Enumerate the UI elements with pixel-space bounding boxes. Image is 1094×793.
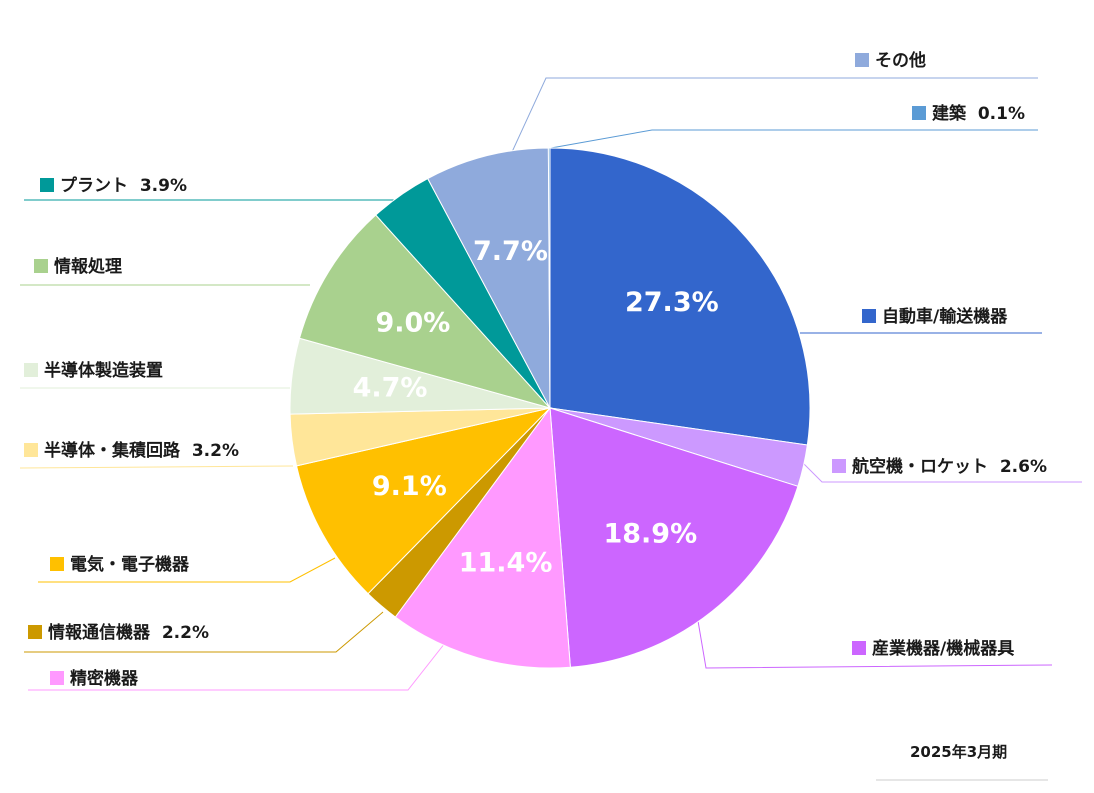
slice-8: [298, 214, 552, 409]
slice-3: [394, 406, 571, 669]
slice-11-legend-swatch: [912, 106, 926, 120]
slice-0: [549, 147, 811, 446]
slice-10: [427, 147, 551, 409]
slice-6-legend-swatch: [24, 443, 38, 457]
slice-5-value-label: 9.1%: [372, 471, 447, 502]
slice-1-legend-label: 航空機・ロケット 2.6%: [852, 456, 1047, 477]
slice-1-legend-swatch: [832, 459, 846, 473]
slice-2-value-label: 18.9%: [603, 519, 697, 550]
slice-2-leader-line: [696, 614, 1053, 669]
slice-7-legend-label: 半導体製造装置: [44, 360, 163, 381]
slice-9-legend-swatch: [40, 178, 54, 192]
slice-5-legend-label: 電気・電子機器: [70, 554, 190, 575]
slice-3-value-label: 11.4%: [459, 547, 553, 578]
slice-10-leader-line: [511, 77, 1038, 153]
period-label: 2025年3月期: [910, 743, 1007, 761]
slice-9-legend-label: プラント 3.9%: [60, 175, 187, 196]
slice-8-legend-label: 情報処理: [54, 256, 122, 277]
slice-1-leader-line: [799, 459, 1082, 483]
slice-7-value-label: 4.7%: [353, 373, 428, 404]
footer: 2025年3月期: [876, 743, 1048, 781]
slice-3-legend-label: 精密機器: [70, 668, 139, 689]
slice-8-legend-swatch: [34, 259, 48, 273]
slice-7-legend-swatch: [24, 363, 38, 377]
slice-5: [295, 407, 552, 595]
slice-11-leader-line: [550, 129, 1038, 149]
slice-6-leader-line: [19, 465, 294, 469]
slice-0-legend-label: 自動車/輸送機器: [882, 306, 1008, 327]
slice-0-legend-swatch: [862, 309, 876, 323]
slice-4-legend-label: 情報通信機器 2.2%: [48, 622, 209, 643]
slice-4-leader-line: [24, 611, 384, 653]
leader-lines: [19, 77, 1082, 691]
slice-2: [549, 407, 799, 668]
slice-2-legend-swatch: [852, 641, 866, 655]
slice-0-value-label: 27.3%: [625, 287, 719, 318]
pie-slices: [289, 147, 811, 669]
slice-3-leader-line: [28, 642, 446, 691]
slice-6-legend-label: 半導体・集積回路 3.2%: [44, 440, 239, 461]
slice-10-legend-swatch: [855, 53, 869, 67]
slice-8-value-label: 9.0%: [375, 308, 450, 339]
slice-5-leader-line: [38, 557, 336, 583]
slice-11-legend-label: 建築 0.1%: [932, 103, 1025, 124]
slice-3-legend-swatch: [50, 671, 64, 685]
slice-10-value-label: 7.7%: [473, 236, 548, 267]
slice-11: [547, 147, 551, 409]
slice-4-legend-swatch: [28, 625, 42, 639]
slice-10-legend-label: その他: [875, 50, 926, 71]
slice-2-legend-label: 産業機器/機械器具: [872, 638, 1014, 659]
slice-labels: 27.3% 18.9% 11.4% 9.1% 4.7% 9.0% 7.7%: [353, 236, 719, 578]
slice-5-legend-swatch: [50, 557, 64, 571]
